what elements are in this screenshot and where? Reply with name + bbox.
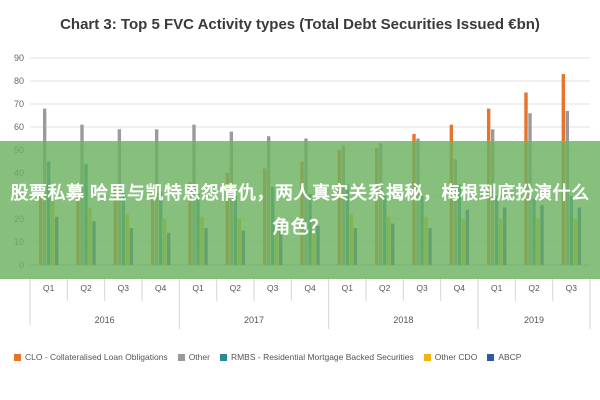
- y-tick-label: 80: [14, 76, 24, 86]
- x-category-label: Q2: [528, 283, 540, 293]
- x-year-label: 2018: [393, 315, 413, 325]
- legend-swatch: [423, 353, 431, 361]
- legend-label: ABCP: [498, 352, 522, 362]
- x-category-label: Q4: [454, 283, 466, 293]
- x-category-label: Q1: [192, 283, 204, 293]
- x-category-label: Q3: [566, 283, 578, 293]
- x-year-label: 2016: [95, 315, 115, 325]
- legend-item: ABCP: [487, 352, 521, 362]
- x-category-label: Q1: [43, 283, 55, 293]
- overlay-headline[interactable]: 股票私募 哈里与凯特恩怨情仇，两人真实关系揭秘，梅根到底扮演什么角色？: [10, 183, 590, 237]
- legend-item: Other: [177, 352, 210, 362]
- x-category-label: Q3: [416, 283, 428, 293]
- x-category-label: Q1: [342, 283, 354, 293]
- overlay-banner[interactable]: 股票私募 哈里与凯特恩怨情仇，两人真实关系揭秘，梅根到底扮演什么角色？: [0, 141, 600, 279]
- legend-item: Other CDO: [423, 352, 478, 362]
- legend-item: RMBS - Residential Mortgage Backed Secur…: [219, 352, 414, 362]
- chart-title: Chart 3: Top 5 FVC Activity types (Total…: [60, 16, 540, 33]
- legend-label: Other CDO: [434, 352, 478, 362]
- legend-label: RMBS - Residential Mortgage Backed Secur…: [230, 352, 414, 362]
- legend-item: CLO - Collateralised Loan Obligations: [14, 352, 168, 362]
- x-category-label: Q2: [379, 283, 391, 293]
- legend-label: CLO - Collateralised Loan Obligations: [25, 352, 168, 362]
- x-category-label: Q1: [491, 283, 503, 293]
- x-category-label: Q3: [118, 283, 130, 293]
- legend-label: Other: [188, 352, 210, 362]
- x-category-label: Q3: [267, 283, 279, 293]
- y-tick-label: 90: [14, 53, 24, 63]
- chart-legend: CLO - Collateralised Loan Obligations Oth…: [14, 352, 594, 362]
- legend-swatch: [177, 353, 185, 361]
- x-category-label: Q2: [230, 283, 242, 293]
- x-year-label: 2017: [244, 315, 264, 325]
- y-tick-label: 60: [14, 122, 24, 132]
- x-category-label: Q4: [155, 283, 167, 293]
- legend-swatch: [14, 353, 21, 361]
- x-category-label: Q2: [80, 283, 92, 293]
- x-year-label: 2019: [524, 315, 544, 325]
- x-category-label: Q4: [304, 283, 316, 293]
- legend-swatch: [219, 353, 227, 361]
- legend-swatch: [487, 353, 495, 361]
- y-tick-label: 70: [14, 99, 24, 109]
